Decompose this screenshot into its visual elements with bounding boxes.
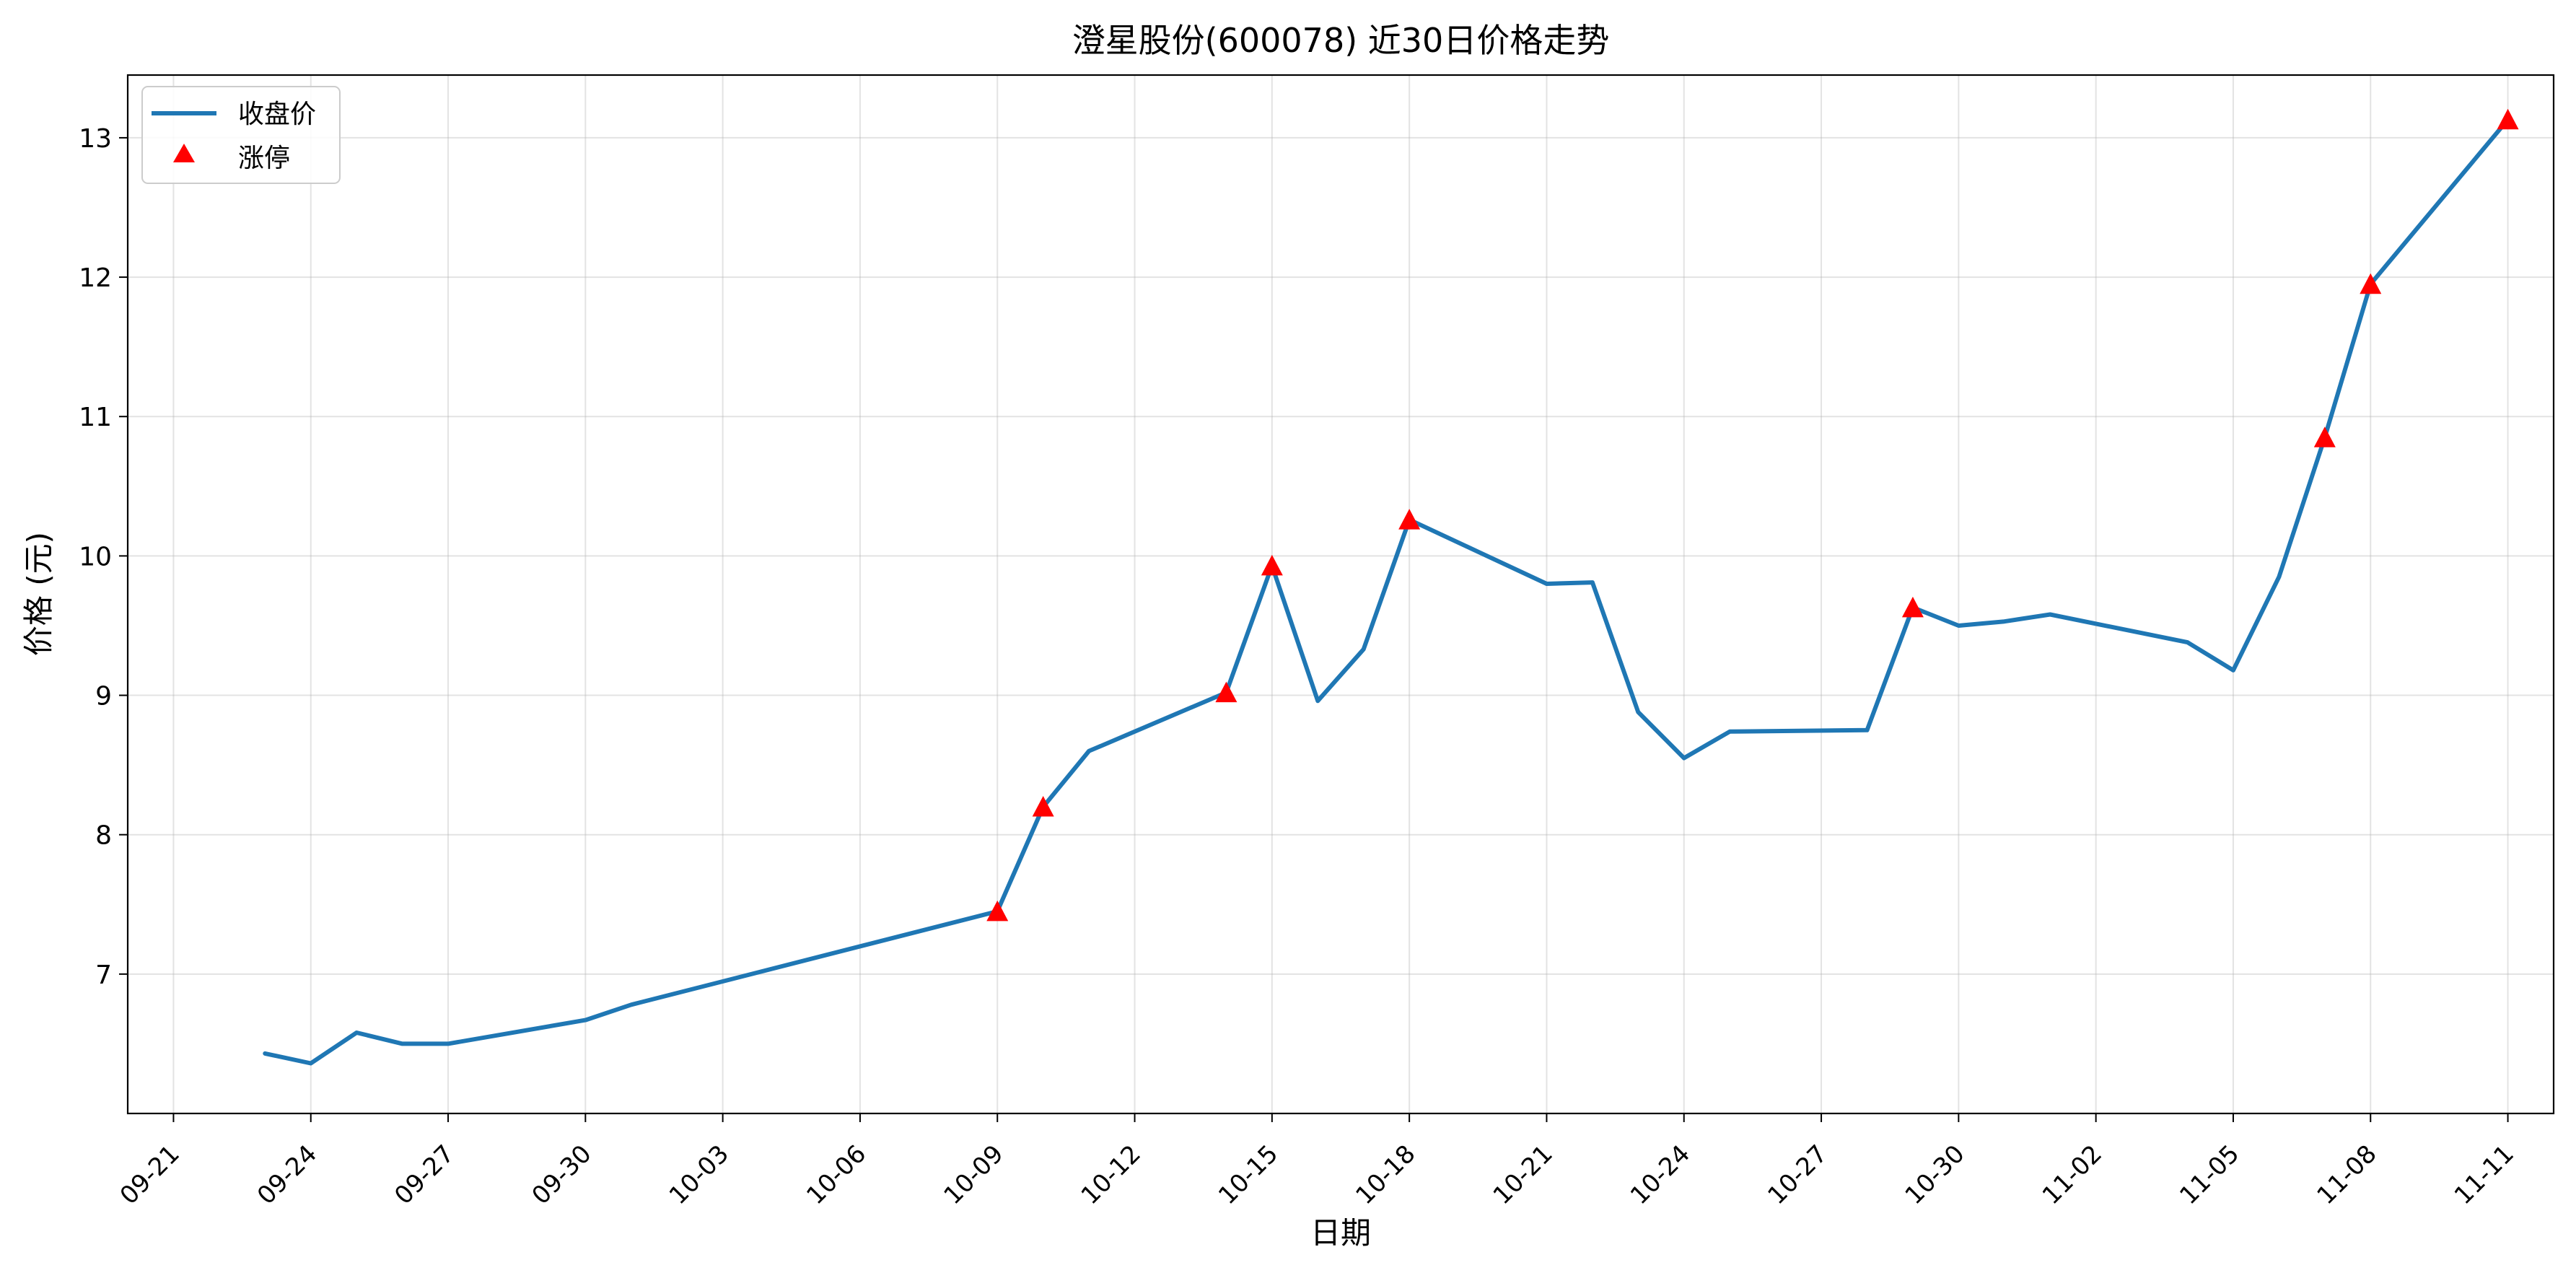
limit-up-marker [1901, 596, 1924, 618]
close-price-line [263, 117, 2510, 1066]
limit-up-marker [986, 900, 1009, 922]
limit-up-marker [2497, 108, 2519, 130]
chart-title: 澄星股份(600078) 近30日价格走势 [1072, 21, 1610, 60]
limit-up-marker [1032, 796, 1054, 817]
legend-triangle-swatch [173, 144, 195, 162]
limit-up-marker [1261, 554, 1283, 576]
y-tick-label: 9 [95, 682, 112, 712]
limit-up-marker [1215, 681, 1237, 703]
y-tick-label: 10 [79, 542, 112, 572]
limit-up-marker [2360, 273, 2382, 294]
y-axis-label: 价格 (元) [21, 532, 56, 656]
y-tick-label: 7 [95, 960, 112, 990]
y-tick-label: 8 [95, 821, 112, 851]
legend-label-close: 收盘价 [238, 100, 316, 129]
grid-layer [128, 75, 2554, 1113]
limit-up-marker [1398, 509, 1421, 530]
legend: 收盘价 涨停 [141, 86, 341, 184]
y-tick-label: 11 [79, 403, 112, 432]
y-tick-label: 12 [79, 263, 112, 293]
legend-label-limitup: 涨停 [238, 144, 290, 173]
y-tick-label: 13 [79, 124, 112, 154]
series-layer [263, 108, 2519, 1066]
plot-frame [126, 74, 2555, 1115]
x-axis-label: 日期 [1310, 1215, 1371, 1251]
limit-up-marker [2313, 426, 2336, 447]
